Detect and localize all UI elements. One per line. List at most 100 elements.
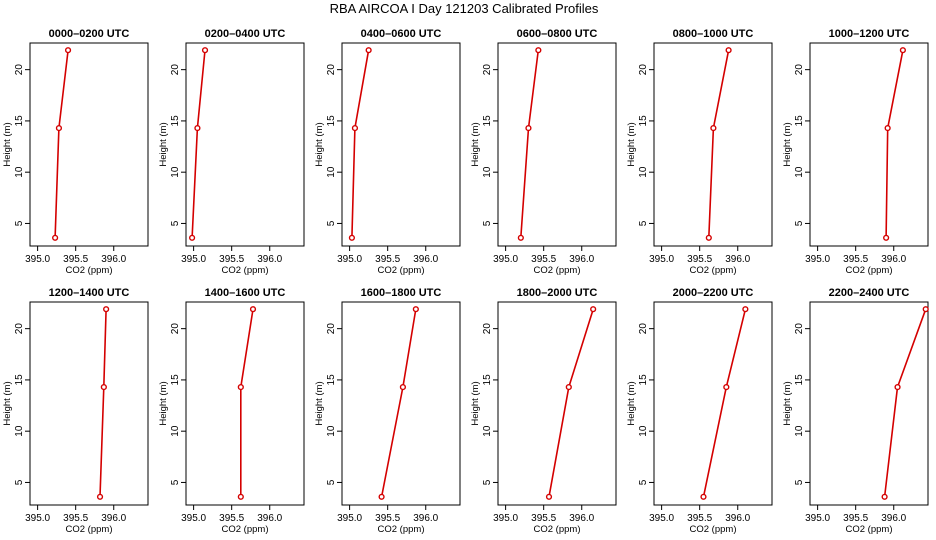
data-point	[351, 124, 359, 132]
data-point	[723, 383, 730, 391]
data-point	[565, 383, 572, 391]
panel-7: 1200–1400 UTC 395.0 395.5 396.0 5 10 15 20 CO2 (…	[2, 287, 149, 535]
data-point	[52, 234, 59, 241]
profile-line	[380, 309, 417, 497]
y-tick-label: 15	[794, 374, 805, 386]
data-point	[922, 306, 929, 313]
plot-frame	[497, 301, 617, 506]
data-point	[412, 306, 419, 313]
y-tick-label: 15	[170, 374, 181, 386]
y-tick-label: 20	[482, 64, 493, 76]
x-tick-label: 396.0	[881, 513, 906, 524]
y-tick-label: 10	[638, 166, 649, 178]
y-axis-label: Height (m)	[158, 381, 169, 425]
data-point	[742, 306, 749, 313]
data-point	[894, 383, 901, 391]
panel-2: 0200–0400 UTC 395.0 395.5 396.0 5 10 15 20 CO2 (…	[158, 28, 305, 276]
y-tick-label: 10	[482, 425, 493, 437]
x-tick-label: 395.5	[843, 513, 868, 524]
y-tick-label: 20	[14, 64, 25, 76]
data-point	[517, 234, 524, 241]
profile-line	[191, 50, 206, 238]
y-axis-label: Height (m)	[782, 122, 793, 166]
plot-frame	[185, 42, 305, 247]
x-axis-label: CO2 (ppm)	[222, 265, 269, 276]
profile-line	[548, 308, 594, 497]
y-tick-label: 5	[794, 220, 805, 226]
y-tick-label: 15	[482, 374, 493, 386]
y-tick-label: 20	[326, 64, 337, 76]
y-tick-label: 15	[14, 374, 25, 386]
y-tick-label: 15	[170, 115, 181, 127]
data-point	[249, 306, 257, 313]
y-axis-label: Height (m)	[626, 122, 637, 166]
x-axis-label: CO2 (ppm)	[66, 524, 113, 535]
data-point	[705, 234, 712, 241]
y-tick-label: 10	[794, 166, 805, 178]
panel-title: 1200–1400 UTC	[49, 287, 130, 299]
profile-line	[883, 308, 927, 497]
y-tick-label: 10	[14, 166, 25, 178]
x-tick-label: 395.5	[219, 254, 244, 265]
y-tick-label: 5	[638, 220, 649, 226]
panel-6: 1000–1200 UTC 395.0 395.5 396.0 5 10 15 20 CO2 (…	[782, 28, 929, 276]
y-tick-label: 10	[794, 425, 805, 437]
x-tick-label: 396.0	[413, 513, 438, 524]
x-tick-label: 395.0	[493, 513, 518, 524]
y-tick-label: 10	[170, 166, 181, 178]
figure-title: RBA AIRCOA I Day 121203 Calibrated Profi…	[330, 1, 599, 16]
panel-title: 0200–0400 UTC	[205, 28, 286, 40]
panel-title: 0400–0600 UTC	[361, 28, 442, 40]
panel-10: 1800–2000 UTC 395.0 395.5 396.0 5 10 15 20 CO2 (…	[470, 287, 617, 535]
plot-frame	[809, 301, 929, 506]
x-tick-label: 395.5	[375, 254, 400, 265]
x-tick-label: 395.0	[337, 513, 362, 524]
panel-12: 2200–2400 UTC 395.0 395.5 396.0 5 10 15 20 CO2 (…	[782, 287, 929, 535]
x-axis-label: CO2 (ppm)	[378, 265, 425, 276]
y-tick-label: 5	[14, 479, 25, 485]
data-point	[103, 306, 110, 313]
data-point	[100, 383, 107, 391]
x-tick-label: 395.5	[843, 254, 868, 265]
data-point	[725, 47, 732, 54]
x-tick-label: 396.0	[881, 254, 906, 265]
x-tick-label: 396.0	[725, 513, 750, 524]
data-point	[96, 493, 104, 500]
data-point	[64, 47, 72, 54]
y-axis-label: Height (m)	[782, 381, 793, 425]
y-tick-label: 10	[482, 166, 493, 178]
data-point	[188, 234, 196, 241]
x-tick-label: 395.5	[687, 513, 712, 524]
x-tick-label: 395.0	[649, 513, 674, 524]
y-axis-label: Height (m)	[470, 381, 481, 425]
y-tick-label: 5	[638, 479, 649, 485]
x-tick-label: 396.0	[101, 254, 126, 265]
x-axis-label: CO2 (ppm)	[690, 265, 737, 276]
y-tick-label: 20	[170, 323, 181, 335]
y-tick-label: 20	[794, 64, 805, 76]
panel-title: 2000–2200 UTC	[673, 287, 754, 299]
y-axis-label: Height (m)	[314, 122, 325, 166]
x-tick-label: 395.5	[531, 513, 556, 524]
y-tick-label: 5	[326, 479, 337, 485]
panel-title: 0000–0200 UTC	[49, 28, 130, 40]
profile-line	[99, 309, 107, 497]
panel-title: 0800–1000 UTC	[673, 28, 754, 40]
y-axis-label: Height (m)	[314, 381, 325, 425]
plot-frame	[809, 42, 929, 247]
y-tick-label: 5	[170, 479, 181, 485]
y-tick-label: 10	[638, 425, 649, 437]
data-point	[899, 47, 906, 54]
y-tick-label: 5	[14, 220, 25, 226]
x-tick-label: 396.0	[257, 254, 282, 265]
data-point	[194, 124, 201, 132]
x-tick-label: 395.5	[687, 254, 712, 265]
data-point	[237, 493, 244, 500]
y-axis-label: Height (m)	[158, 122, 169, 166]
x-tick-label: 395.0	[649, 254, 674, 265]
y-axis-label: Height (m)	[470, 122, 481, 166]
y-tick-label: 20	[170, 64, 181, 76]
panel-5: 0800–1000 UTC 395.0 395.5 396.0 5 10 15 20 CO2 (…	[626, 28, 773, 276]
x-tick-label: 395.0	[25, 254, 50, 265]
